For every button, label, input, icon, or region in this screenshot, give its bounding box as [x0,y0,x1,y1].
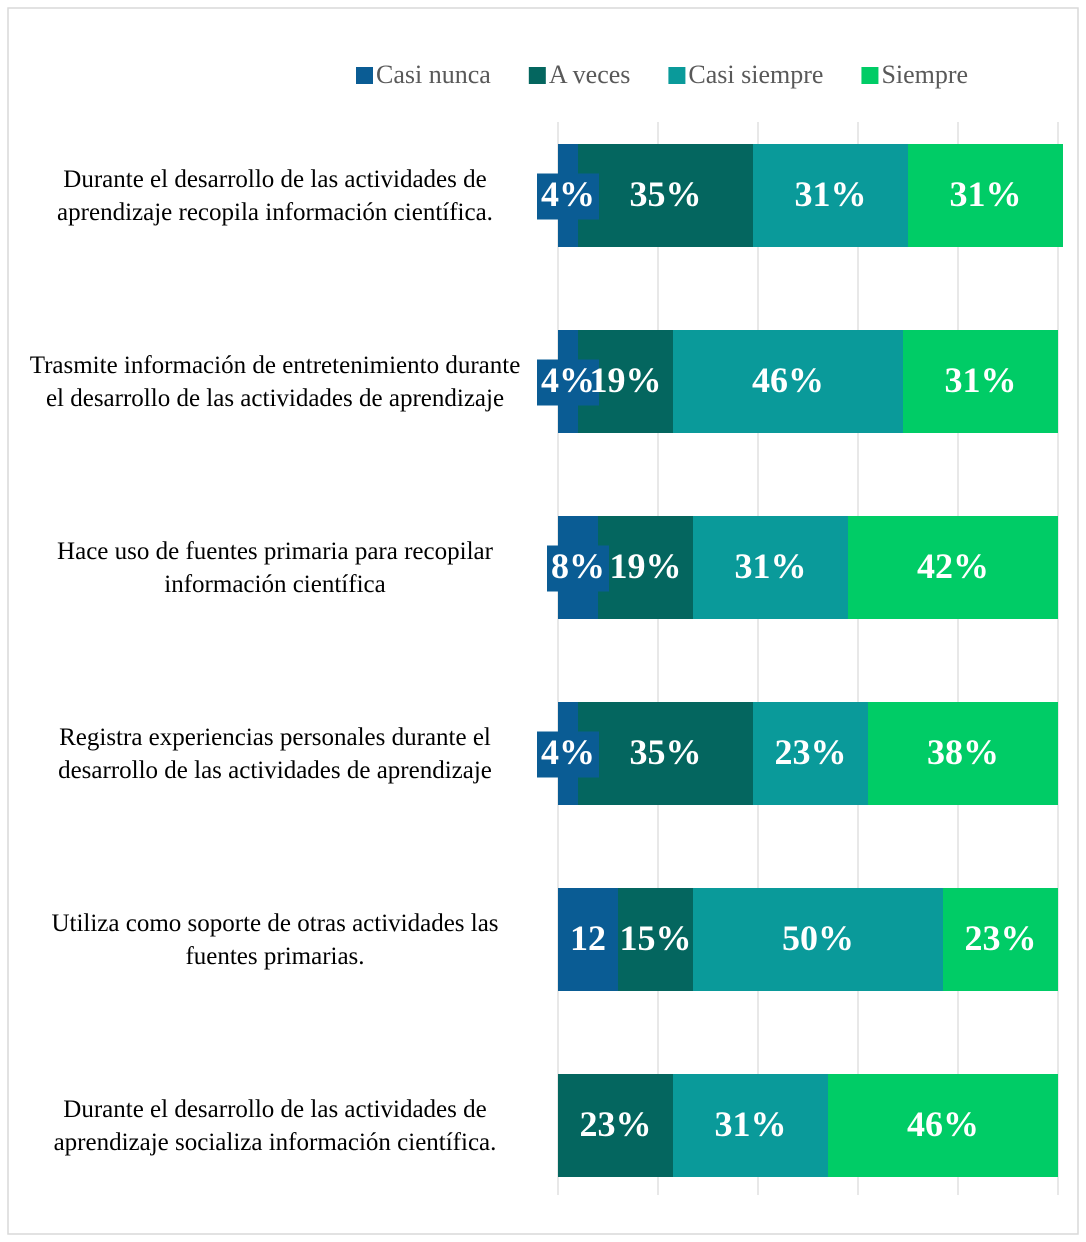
data-label: 12 [570,918,606,958]
bar-segment [848,516,1058,619]
bar-segment [753,144,908,247]
bar-segment [903,330,1058,433]
bar-segment [618,888,693,991]
legend-swatch [861,67,879,84]
category-label: Hace uso de fuentes primaria para recopi… [57,537,493,598]
legend-label: Siempre [881,60,968,89]
bar-segment [828,1074,1058,1177]
bar-segment [578,144,753,247]
bar-segment [868,702,1058,805]
category-label: Utiliza como soporte de otras actividade… [51,909,499,970]
data-label: 31% [945,360,1017,400]
bar-segment [558,1074,673,1177]
data-label: 19% [610,546,682,586]
bar-segment [753,702,868,805]
data-label-background [537,359,599,406]
legend-swatch [356,67,373,84]
legend-swatch [668,67,686,84]
category-label: Durante el desarrollo de las actividades… [57,165,493,226]
data-label: 46% [752,360,824,400]
data-label-background [537,173,599,220]
data-label: 4% [541,732,595,772]
data-label: 46% [907,1104,979,1144]
bar-segment [578,702,753,805]
category-label: Trasmite información de entretenimiento … [29,351,521,412]
data-label: 50% [782,918,854,958]
data-label: 31% [715,1104,787,1144]
data-label: 35% [630,732,702,772]
data-label: 31% [950,174,1022,214]
bar-segment [673,330,903,433]
data-label: 31% [795,174,867,214]
bar-segment [693,516,848,619]
data-label-background [537,731,599,778]
data-label: 8% [551,546,605,586]
data-label: 4% [541,360,595,400]
data-label: 23% [775,732,847,772]
bar-segment [558,888,618,991]
data-label: 31% [735,546,807,586]
bar-segment [908,144,1063,247]
data-label: 23% [965,918,1037,958]
bar-segment [943,888,1058,991]
legend-label: Casi siempre [688,60,823,89]
category-label: Durante el desarrollo de las actividades… [53,1095,497,1156]
data-label: 19% [590,360,662,400]
data-label: 23% [580,1104,652,1144]
data-label: 4% [541,174,595,214]
legend-label: Casi nunca [376,60,491,89]
bar-segment [673,1074,828,1177]
data-label: 42% [917,546,989,586]
bar-segment [693,888,943,991]
category-label: Registra experiencias personales durante… [58,723,492,784]
data-label-background [547,545,609,592]
legend-label: A veces [549,60,631,89]
data-label: 35% [630,174,702,214]
data-label: 38% [927,732,999,772]
data-label: 15% [620,918,692,958]
legend-swatch [528,67,546,84]
bar-segment [598,516,693,619]
